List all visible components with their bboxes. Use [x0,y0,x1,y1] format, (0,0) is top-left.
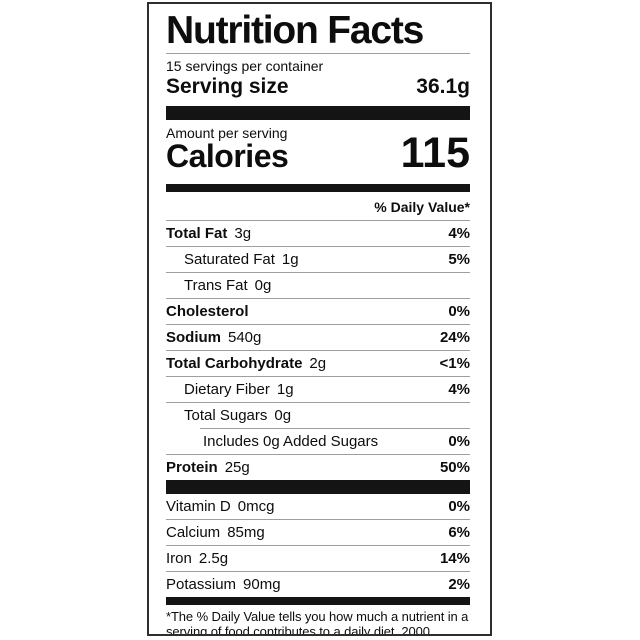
divider [166,376,470,377]
nutrient-amount: 3g [234,225,252,242]
nutrient-daily-value: 5% [448,251,470,268]
calories-label: Calories [166,138,289,174]
divider [166,545,470,546]
nutrient-amount: 540g [228,329,262,346]
section-bar [166,184,470,192]
nutrient-amount: 0g [254,277,272,294]
nutrient-daily-value: 14% [439,550,470,567]
nutrient-daily-value: 0% [448,498,470,515]
divider [166,220,470,221]
divider [166,519,470,520]
nutrient-name: Iron [166,550,192,567]
nutrient-row: Includes 0g Added Sugars 0% [166,429,470,454]
daily-value-header: % Daily Value* [374,199,470,215]
nutrient-name: Cholesterol [166,303,249,320]
nutrient-daily-value: 50% [439,459,470,476]
nutrient-daily-value: <1% [439,355,470,372]
serving-size-value: 36.1g [416,75,470,98]
nutrient-daily-value: 6% [448,524,470,541]
nutrient-name: Includes 0g Added Sugars [203,433,379,450]
nutrient-row: Iron 2.5g 14% [166,546,470,571]
nutrient-name: Calcium [166,524,221,541]
nutrient-row: Vitamin D 0mcg 0% [166,494,470,519]
nutrient-name: Dietary Fiber [184,381,270,398]
nutrient-daily-value: 4% [448,225,470,242]
divider [166,402,470,403]
nutrient-amount: 1g [281,251,299,268]
nutrient-row: Calcium 85mg 6% [166,520,470,545]
section-bar [166,597,470,605]
nutrient-daily-value: 2% [448,576,470,593]
nutrient-amount: 25g [224,459,250,476]
nutrient-name: Vitamin D [166,498,231,515]
nutrient-row: Total Sugars 0g [166,403,470,428]
nutrient-amount: 85mg [227,524,265,541]
daily-value-footnote: *The % Daily Value tells you how much a … [166,609,469,636]
divider [166,454,470,455]
divider [166,324,470,325]
nutrient-name: Total Sugars [184,407,268,424]
nutrient-daily-value: 4% [448,381,470,398]
serving-size-label: Serving size [166,75,289,98]
divider [166,53,470,54]
nutrient-amount: 2.5g [198,550,229,567]
nutrient-row: Sodium 540g 24% [166,325,470,350]
nutrient-row: Total Fat 3g 4% [166,221,470,246]
calories-value: 115 [400,129,470,177]
section-bar [166,106,470,120]
micronutrient-rows: Vitamin D 0mcg 0% Calcium 85mg 6% Iron 2.5g 14% P… [166,494,470,597]
nutrient-row: Trans Fat 0g [166,273,470,298]
nutrient-amount: 90mg [243,576,281,593]
nutrient-daily-value: 0% [448,433,470,450]
divider [200,428,470,429]
nutrient-name: Total Fat [166,225,228,242]
divider [166,298,470,299]
nutrient-row: Dietary Fiber 1g 4% [166,377,470,402]
nutrient-row: Cholesterol 0% [166,299,470,324]
calories-section: Amount per serving Calories 115 [166,125,470,177]
nutrient-amount: 0mcg [237,498,275,515]
nutrient-amount: 0g [274,407,292,424]
servings-per-container: 15 servings per container [166,58,324,74]
nutrient-row: Saturated Fat 1g 5% [166,247,470,272]
serving-size-row: Serving size 36.1g [166,75,470,98]
nutrient-daily-value: 24% [439,329,470,346]
nutrient-rows: Total Fat 3g 4% Saturated Fat 1g 5% Trans Fat 0… [166,221,470,480]
nutrient-name: Potassium [166,576,237,593]
nutrient-name: Sodium [166,329,221,346]
nutrient-row: Total Carbohydrate 2g <1% [166,351,470,376]
nutrient-daily-value: 0% [448,303,470,320]
amount-per-serving-label: Amount per serving [166,125,288,141]
calories-left: Amount per serving Calories [166,125,289,174]
nutrient-amount: 1g [276,381,294,398]
divider [166,350,470,351]
nutrient-name: Trans Fat [184,277,248,294]
label-title: Nutrition Facts [166,9,424,52]
nutrient-amount: 2g [309,355,327,372]
divider [166,246,470,247]
divider [166,571,470,572]
divider [166,272,470,273]
nutrient-name: Saturated Fat [184,251,275,268]
nutrition-facts-label: Nutrition Facts 15 servings per containe… [147,2,492,636]
nutrient-row: Potassium 90mg 2% [166,572,470,597]
nutrient-name: Protein [166,459,218,476]
nutrient-name: Total Carbohydrate [166,355,303,372]
section-bar [166,480,470,494]
nutrient-row: Protein 25g 50% [166,455,470,480]
